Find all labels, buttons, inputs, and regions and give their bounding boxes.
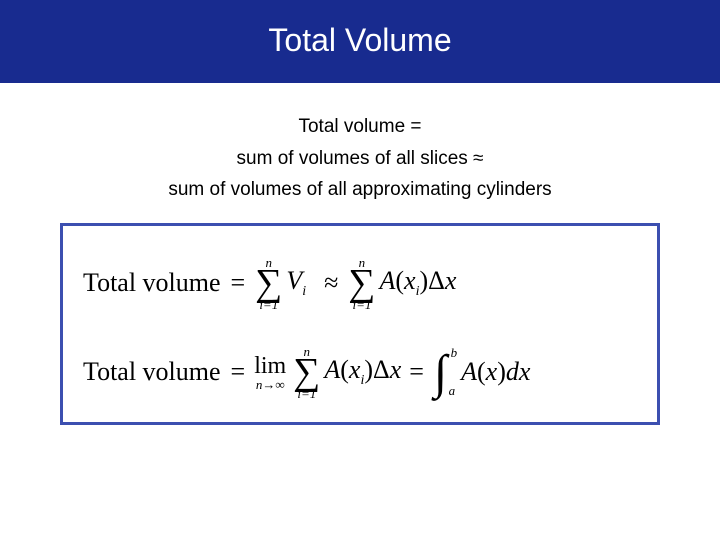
limit-block: lim n→∞ (254, 354, 286, 391)
dx-x: x (390, 355, 402, 384)
slide-title: Total Volume (0, 0, 720, 83)
x-letter: x (349, 355, 361, 384)
V-sub: i (302, 284, 306, 299)
delta-letter: Δ (428, 266, 445, 295)
A-letter: A (461, 357, 477, 386)
A-letter: A (379, 266, 395, 295)
delta-letter: Δ (373, 355, 390, 384)
integral-icon: ∫ b a (434, 356, 447, 390)
paren-close: ) (497, 357, 506, 386)
approx-sign: ≈ (324, 268, 338, 298)
sum3-lower: i=1 (297, 387, 316, 400)
formula-2: Total volume = lim n→∞ n ∑ i=1 A(xi)Δx =… (83, 345, 637, 400)
x-letter: x (519, 357, 531, 386)
term-Axi-dx-2: A(xi)Δx (324, 355, 401, 389)
int-lower: a (449, 386, 456, 395)
paren-close: ) (364, 355, 373, 384)
A-letter: A (324, 355, 340, 384)
dx-x: x (445, 266, 457, 295)
body-text-block: Total volume = sum of volumes of all sli… (0, 113, 720, 205)
f1-lhs: Total volume (83, 268, 221, 298)
lim-under: n→∞ (256, 378, 285, 391)
integral-block: ∫ b a (434, 356, 447, 390)
formula-box: Total volume = n ∑ i=1 Vi ≈ n ∑ i=1 A(xi… (60, 223, 660, 426)
sum2-lower: i=1 (352, 298, 371, 311)
body-line-3: sum of volumes of all approximating cyli… (0, 176, 720, 205)
sum1-lower: i=1 (259, 298, 278, 311)
equals-sign: = (231, 357, 246, 387)
equals-sign-2: = (409, 357, 424, 387)
body-line-1: Total volume = (0, 113, 720, 142)
sum-symbol-3: n ∑ i=1 (293, 345, 320, 400)
sigma-icon: ∑ (255, 267, 282, 299)
V-letter: V (286, 266, 302, 295)
sigma-icon: ∑ (348, 267, 375, 299)
formula-1: Total volume = n ∑ i=1 Vi ≈ n ∑ i=1 A(xi… (83, 256, 637, 311)
sigma-icon: ∑ (293, 356, 320, 388)
body-line-2: sum of volumes of all slices ≈ (0, 145, 720, 174)
term-Ax-dx: A(x)dx (461, 357, 530, 387)
term-Vi: Vi (286, 266, 306, 300)
x-letter: x (486, 357, 498, 386)
sum-symbol-2: n ∑ i=1 (348, 256, 375, 311)
int-upper: b (451, 348, 458, 357)
equals-sign: = (231, 268, 246, 298)
paren-close: ) (419, 266, 428, 295)
f2-lhs: Total volume (83, 357, 221, 387)
lim-word: lim (254, 354, 286, 378)
term-Axi-dx: A(xi)Δx (379, 266, 456, 300)
paren-open: ( (340, 355, 349, 384)
d-letter: d (506, 357, 519, 386)
paren-open: ( (477, 357, 486, 386)
sum-symbol-1: n ∑ i=1 (255, 256, 282, 311)
x-letter: x (404, 266, 416, 295)
paren-open: ( (395, 266, 404, 295)
